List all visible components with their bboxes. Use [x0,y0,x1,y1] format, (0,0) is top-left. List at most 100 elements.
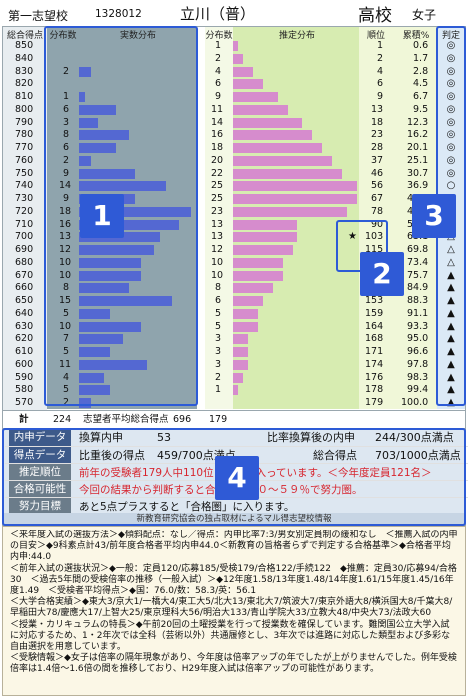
row-score: 600 [15,358,34,370]
row-score: 770 [15,142,34,153]
row-cumulative: 73.4 [407,256,429,268]
estimated-distribution-bar [233,79,263,90]
highlight-box-1 [44,26,198,406]
real-distribution-bar [79,257,142,268]
real-distribution-bar [79,168,135,179]
row-cumulative: 100.0 [401,397,429,408]
naishin-ratio-label: 比率換算後の内申 [267,431,355,444]
estimated-distribution-bar [233,359,248,370]
row-count: 9 [63,193,70,204]
row-score: 840 [15,52,34,64]
school-level: 高校 [358,6,392,26]
row-score: 780 [15,129,34,141]
row-judge-mark: ▲ [447,358,455,370]
row-cumulative: 6.7 [413,91,429,102]
real-distribution-bar [79,117,98,128]
estimated-distribution-bar [233,104,288,115]
real-distribution-bar [79,66,92,77]
total-value: 703/1000点満点 [375,449,461,462]
row-cumulative: 99.4 [407,384,429,396]
row-cumulative: 12.3 [407,116,429,128]
rank-label: 推定順位 [9,464,71,481]
row-est-count: 6 [215,295,222,306]
estimated-distribution-bar [233,385,238,396]
row-est-count: 4 [215,65,222,77]
estimated-distribution-bar [233,321,258,332]
row-count: 2 [63,397,70,408]
real-distribution-bar [79,245,154,255]
row-judge-mark: ▲ [447,320,455,332]
row-score: 700 [15,231,34,243]
row-judge-mark: ▲ [447,269,455,281]
col-score-header: 総合得点 [6,31,43,41]
school-code: 1328012 [95,8,142,20]
row-score: 790 [15,116,34,128]
row-rank: 56 [371,180,384,192]
row-est-count: 18 [211,142,224,153]
real-distribution-bar [79,398,92,408]
row-rank: 18 [371,116,384,128]
col-est-count-header: 分布数 [205,31,233,41]
row-cumulative: 4.5 [413,78,429,90]
estimated-distribution-bar [233,194,357,204]
row-judge-mark: ▲ [447,333,455,345]
score-rows: 850 1 1 0.6 ◎ 840 2 2 1.7 ◎ 830 2 4 4 2.8 ◎ 820 6 6 4.5 ◎ 810… [3,40,465,410]
col-est-dist-header: 推定分布 [278,31,315,41]
naishin-ratio-value: 244/300点満点 [375,431,454,444]
row-count: 10 [59,256,72,268]
row-rank: 9 [377,91,384,102]
totals-count: 224 [53,414,72,425]
row-score: 650 [15,295,34,306]
estimated-distribution-bar [233,296,263,306]
report-header: 第一志望校 1328012 立川（普） 高校 女子 [0,0,468,26]
row-score: 820 [15,78,34,90]
note-paragraph: ＜授業・カリキュラムの特長＞◆午前20回の土曜授業を行って授業数を確保しています… [10,619,451,653]
row-judge-mark: △ [447,256,455,268]
naishin-value: 53 [157,431,171,444]
row-judge-mark: ◎ [446,142,456,153]
row-judge-mark: ▲ [447,295,455,306]
badge-3: 3 [412,194,456,238]
row-rank: 46 [371,167,384,179]
badge-4: 4 [215,456,259,500]
row-rank: 179 [365,397,384,408]
row-est-count: 23 [211,205,224,217]
estimated-distribution-bar [233,232,298,243]
real-distribution-bar [79,372,104,383]
row-est-count: 8 [215,282,222,294]
col-rank-header: 順位 [366,31,385,41]
row-est-count: 9 [215,91,222,102]
row-rank: 1 [377,40,384,51]
row-rank: 78 [371,205,384,217]
row-rank: 28 [371,142,384,153]
real-distribution-bar [79,359,148,370]
row-cumulative: 95.0 [407,333,429,345]
row-count: 18 [59,205,72,217]
estimated-distribution-bar [233,219,298,230]
col-count-header: 分布数 [49,31,77,41]
row-rank: 164 [365,320,384,332]
row-cumulative: 0.6 [413,40,429,51]
real-distribution-bar [79,283,129,294]
highlight-box-4 [2,428,466,526]
real-distribution-bar [79,385,111,396]
row-score: 690 [15,244,34,255]
real-distribution-bar [79,206,191,217]
row-rank: 171 [365,346,384,357]
row-rank: 153 [365,295,384,306]
row-count: 12 [59,244,72,255]
row-count: 16 [59,218,72,230]
row-rank: 37 [371,154,384,166]
score-row: 得点データ 比重後の得点 459/700点満点 総合得点 703/1000点満点 [5,446,468,465]
notes-text: ＜来年度入試の選抜方法＞◆傾斜配点：なし／得点：内申比率7:3/男女別定員制の緩… [10,530,458,690]
row-judge-mark: ◎ [446,154,456,166]
estimated-distribution-bar [233,372,243,383]
row-judge-mark: ◎ [446,116,456,128]
row-est-count: 6 [215,78,222,90]
gender-label: 女子 [412,8,437,22]
row-score: 620 [15,333,34,345]
row-cumulative: 2.8 [413,65,429,77]
row-est-count: 10 [211,256,224,268]
row-count: 11 [59,358,72,370]
row-count: 7 [63,333,70,345]
